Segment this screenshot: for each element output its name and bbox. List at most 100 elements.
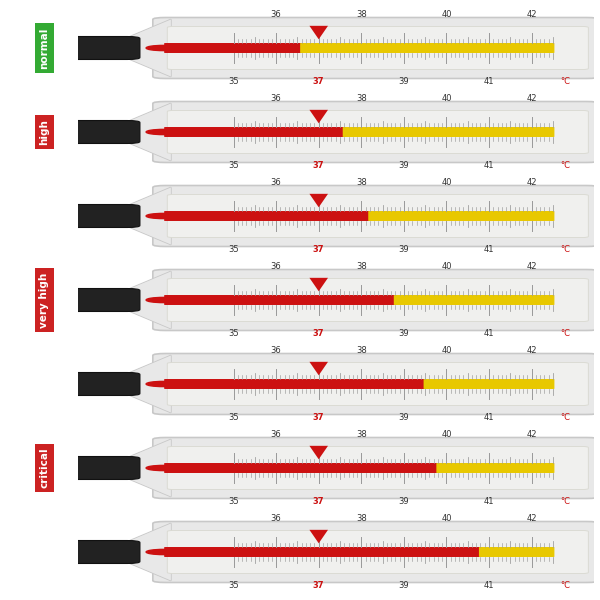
FancyBboxPatch shape — [479, 547, 554, 557]
Text: 41: 41 — [484, 497, 494, 506]
Text: 41: 41 — [484, 161, 494, 170]
FancyBboxPatch shape — [65, 541, 140, 563]
Text: 35: 35 — [228, 329, 239, 338]
Text: 41: 41 — [484, 329, 494, 338]
Text: 37: 37 — [313, 413, 325, 422]
Text: 42: 42 — [526, 262, 537, 271]
Text: 36: 36 — [271, 262, 281, 271]
FancyBboxPatch shape — [164, 547, 482, 557]
Text: 35: 35 — [228, 581, 239, 590]
Text: 41: 41 — [484, 245, 494, 254]
FancyBboxPatch shape — [167, 278, 589, 322]
FancyBboxPatch shape — [65, 205, 140, 227]
Text: °C: °C — [560, 329, 570, 338]
Polygon shape — [122, 19, 171, 77]
FancyBboxPatch shape — [65, 457, 140, 479]
Circle shape — [146, 298, 180, 302]
Polygon shape — [310, 278, 328, 291]
Text: 39: 39 — [398, 161, 409, 170]
Text: 37: 37 — [313, 161, 325, 170]
Text: 39: 39 — [398, 77, 409, 86]
Polygon shape — [122, 271, 171, 329]
Circle shape — [146, 46, 180, 50]
Polygon shape — [122, 439, 171, 497]
Text: 41: 41 — [484, 581, 494, 590]
Text: 40: 40 — [441, 94, 452, 103]
Text: 36: 36 — [271, 178, 281, 187]
Polygon shape — [310, 194, 328, 207]
Circle shape — [146, 382, 180, 386]
Text: 41: 41 — [484, 413, 494, 422]
Polygon shape — [122, 523, 171, 581]
Text: °C: °C — [560, 245, 570, 254]
Text: 42: 42 — [526, 178, 537, 187]
Text: °C: °C — [560, 413, 570, 422]
FancyBboxPatch shape — [65, 37, 140, 59]
Text: very high: very high — [40, 272, 49, 328]
Text: 36: 36 — [271, 514, 281, 523]
Text: 42: 42 — [526, 10, 537, 19]
Polygon shape — [122, 271, 171, 329]
Circle shape — [146, 130, 180, 134]
Text: 39: 39 — [398, 329, 409, 338]
FancyBboxPatch shape — [153, 521, 599, 583]
FancyBboxPatch shape — [65, 373, 140, 395]
Circle shape — [146, 214, 180, 218]
Polygon shape — [310, 362, 328, 375]
FancyBboxPatch shape — [164, 211, 371, 221]
FancyBboxPatch shape — [164, 463, 439, 473]
Text: 35: 35 — [228, 497, 239, 506]
Text: °C: °C — [560, 497, 570, 506]
Text: 39: 39 — [398, 497, 409, 506]
Text: 40: 40 — [441, 346, 452, 355]
FancyBboxPatch shape — [300, 43, 554, 53]
Polygon shape — [122, 103, 171, 161]
Text: 36: 36 — [271, 430, 281, 439]
Text: high: high — [40, 119, 49, 145]
Text: 38: 38 — [356, 514, 367, 523]
FancyBboxPatch shape — [167, 362, 589, 406]
Text: 42: 42 — [526, 430, 537, 439]
Text: 42: 42 — [526, 94, 537, 103]
Text: 38: 38 — [356, 94, 367, 103]
Polygon shape — [122, 439, 171, 497]
Text: normal: normal — [40, 28, 49, 68]
FancyBboxPatch shape — [164, 379, 427, 389]
Polygon shape — [310, 110, 328, 123]
FancyBboxPatch shape — [164, 295, 397, 305]
Polygon shape — [122, 103, 171, 161]
FancyBboxPatch shape — [65, 121, 140, 143]
FancyBboxPatch shape — [153, 101, 599, 163]
Text: 42: 42 — [526, 346, 537, 355]
Text: 40: 40 — [441, 178, 452, 187]
FancyBboxPatch shape — [394, 295, 554, 305]
Text: 37: 37 — [313, 77, 325, 86]
Text: 35: 35 — [228, 245, 239, 254]
Polygon shape — [122, 523, 171, 581]
Text: 38: 38 — [356, 10, 367, 19]
Text: 36: 36 — [271, 94, 281, 103]
Text: 38: 38 — [356, 346, 367, 355]
Text: 36: 36 — [271, 10, 281, 19]
Text: 41: 41 — [484, 77, 494, 86]
Circle shape — [146, 550, 180, 554]
Text: °C: °C — [560, 77, 570, 86]
Text: 37: 37 — [313, 497, 325, 506]
FancyBboxPatch shape — [164, 43, 303, 53]
FancyBboxPatch shape — [167, 194, 589, 238]
Text: 37: 37 — [313, 581, 325, 590]
Text: 37: 37 — [313, 329, 325, 338]
Text: 40: 40 — [441, 262, 452, 271]
Polygon shape — [122, 19, 171, 77]
Text: critical: critical — [40, 448, 49, 488]
Text: 40: 40 — [441, 430, 452, 439]
Polygon shape — [310, 26, 328, 39]
Text: 42: 42 — [526, 514, 537, 523]
Text: 38: 38 — [356, 262, 367, 271]
Text: 36: 36 — [271, 346, 281, 355]
FancyBboxPatch shape — [167, 446, 589, 490]
Text: °C: °C — [560, 581, 570, 590]
Polygon shape — [122, 355, 171, 413]
FancyBboxPatch shape — [167, 110, 589, 154]
Polygon shape — [122, 187, 171, 245]
